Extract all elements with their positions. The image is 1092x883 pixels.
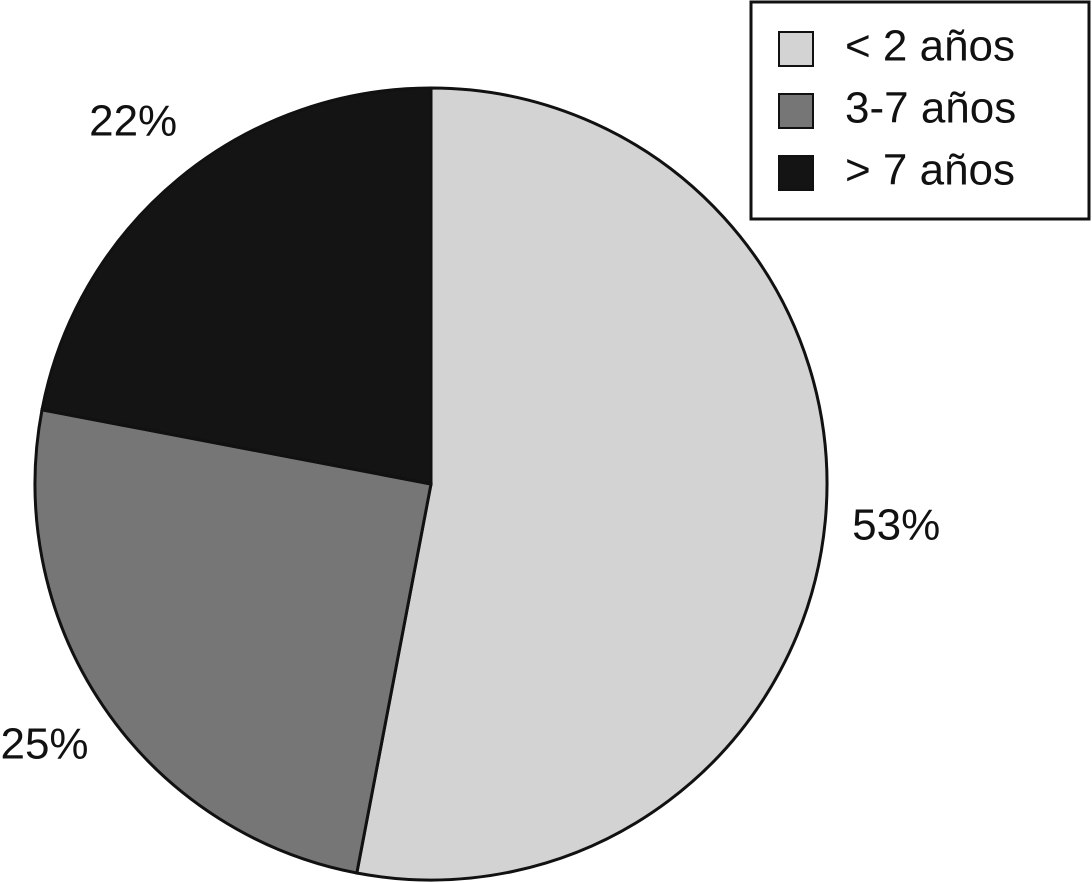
legend-swatch (778, 31, 814, 67)
pie-slice (355, 86, 829, 882)
pie-slice (40, 86, 433, 486)
legend-label: 3-7 años (845, 84, 1016, 133)
legend: < 2 años 3-7 años > 7 años (749, 0, 1091, 221)
data-label: 22% (89, 97, 177, 146)
pie-slice (33, 408, 433, 875)
legend-swatch (778, 155, 814, 191)
data-label: 53% (852, 501, 940, 550)
data-label: 25% (0, 719, 88, 768)
legend-label: > 7 años (845, 146, 1015, 195)
legend-swatch (778, 93, 814, 129)
legend-label: < 2 años (845, 22, 1015, 71)
